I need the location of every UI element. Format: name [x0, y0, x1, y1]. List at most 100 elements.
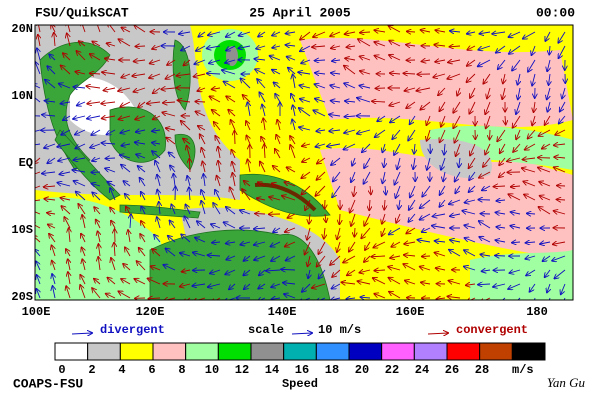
wind-arrow [299, 297, 311, 300]
wind-arrow [121, 28, 131, 33]
wind-arrow [54, 33, 55, 47]
wind-arrow [184, 297, 191, 300]
wind-arrow [344, 116, 356, 117]
wind-arrow [35, 199, 41, 202]
wind-arrow [492, 32, 506, 34]
wind-arrow [542, 143, 551, 149]
wind-arrow [207, 73, 221, 74]
wind-arrow [120, 130, 131, 133]
colorbar-label: 12 [235, 363, 249, 377]
wind-arrow [92, 41, 101, 47]
wind-arrow [357, 281, 371, 284]
wind-arrow [149, 73, 161, 78]
wind-arrow [102, 72, 116, 74]
wind-arrow [45, 80, 56, 89]
wind-arrow [244, 181, 251, 187]
wind-arrow [91, 129, 101, 135]
wind-arrow [534, 101, 535, 112]
wind-arrow [360, 71, 371, 74]
wind-arrow [275, 94, 281, 103]
wind-arrow [469, 185, 476, 192]
wind-arrow [372, 101, 386, 102]
wind-arrow [390, 115, 401, 122]
wind-arrow [344, 130, 356, 133]
wind-arrow [447, 73, 461, 79]
wind-arrow [308, 255, 310, 266]
wind-arrow [390, 256, 401, 258]
wind-arrow [509, 45, 521, 54]
wind-arrow [35, 97, 41, 103]
wind-arrow [76, 192, 86, 201]
wind-arrow [92, 192, 101, 201]
wind-arrow [416, 88, 431, 91]
wind-arrow [105, 168, 116, 172]
wind-arrow [244, 255, 251, 261]
wind-arrow [382, 227, 385, 236]
wind-arrow [313, 110, 326, 117]
wind-arrow [118, 116, 131, 119]
wind-arrow [90, 54, 101, 61]
wind-arrow [283, 283, 296, 284]
wind-arrow [272, 70, 281, 75]
divergent-arrow [71, 333, 92, 334]
wind-arrow [118, 291, 131, 299]
wind-arrow [208, 284, 221, 287]
wind-arrow [64, 217, 71, 229]
wind-arrow [152, 46, 161, 49]
wind-arrow [75, 72, 86, 74]
wind-arrow [272, 32, 281, 36]
wind-arrow [118, 88, 131, 91]
wind-arrow [90, 73, 101, 74]
wind-arrow [547, 101, 550, 112]
colorbar-label: 8 [178, 363, 185, 377]
wind-arrow [284, 294, 296, 299]
colorbar-swatch [479, 342, 513, 361]
wind-arrow [135, 142, 146, 144]
time: 00:00 [536, 5, 575, 20]
convergent-arrow [427, 333, 448, 334]
wind-arrow [184, 216, 191, 229]
wind-arrow [364, 255, 371, 262]
wind-arrow [184, 59, 191, 65]
wind-arrow [125, 247, 131, 257]
wind-arrow [359, 85, 371, 88]
wind-arrow [272, 183, 281, 186]
wind-arrow [327, 144, 341, 146]
speed-region [470, 250, 573, 300]
wind-arrow [274, 82, 281, 89]
wind-arrow [152, 151, 161, 159]
colorbar-swatch [250, 342, 285, 361]
wind-arrow [357, 129, 371, 134]
wind-arrow [507, 157, 521, 161]
wind-arrow [365, 241, 371, 250]
wind-arrow [58, 158, 71, 161]
wind-arrow [413, 157, 415, 169]
wind-arrow [447, 296, 461, 298]
wind-arrow [466, 284, 476, 285]
colorbar-swatch [348, 342, 383, 361]
wind-arrow [552, 255, 566, 261]
wind-arrow [391, 241, 401, 247]
wind-arrow [47, 66, 56, 75]
wind-arrow [435, 60, 446, 62]
wind-arrow [370, 185, 371, 194]
product-title: FSU/QuikSCAT [35, 5, 129, 20]
wind-arrow [277, 120, 280, 131]
wind-arrow [478, 45, 491, 50]
wind-arrow [457, 87, 460, 96]
wind-arrow [485, 101, 491, 114]
wind-arrow [449, 250, 461, 257]
lat-labels: 20N 10N EQ 10S 20S [11, 22, 33, 304]
wind-arrow [74, 181, 86, 187]
wind-arrow [302, 157, 311, 162]
wind-arrow [420, 101, 431, 110]
wind-arrow [225, 269, 236, 274]
wind-arrow [307, 227, 310, 240]
wind-arrow [275, 149, 281, 159]
wind-arrow [208, 32, 221, 35]
lon-label: 100E [22, 305, 51, 319]
wind-arrow [385, 185, 386, 195]
wind-arrow [479, 237, 491, 243]
wind-arrow [153, 87, 161, 93]
wind-arrow [214, 122, 221, 131]
